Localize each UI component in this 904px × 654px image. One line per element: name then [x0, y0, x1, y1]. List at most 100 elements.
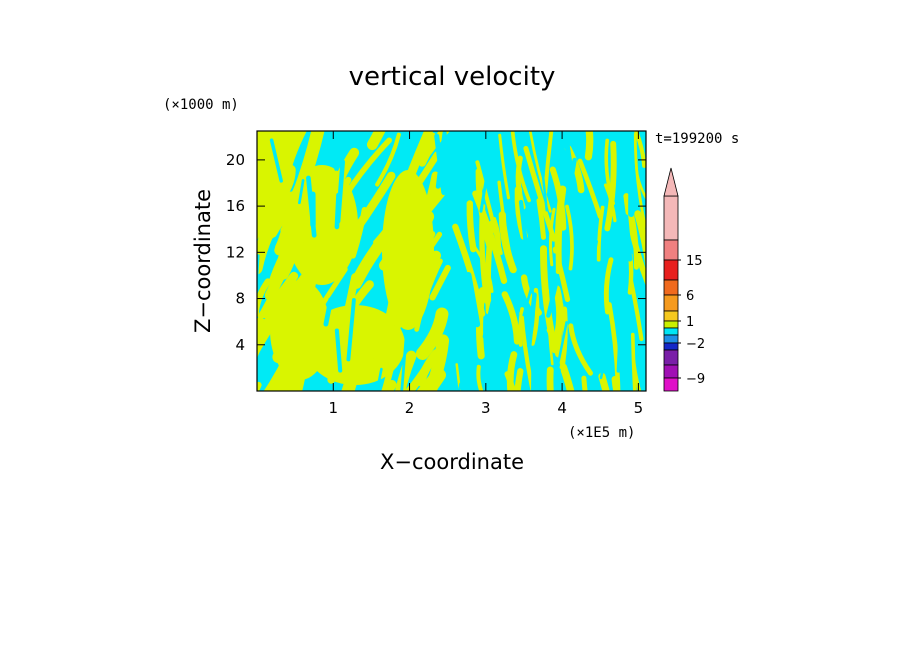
field-gap	[518, 199, 530, 257]
field-streak	[341, 137, 392, 201]
y-tick-label: 4	[235, 336, 245, 354]
field-streak	[379, 187, 446, 271]
field-streak	[257, 278, 271, 317]
colorbar-swatch	[663, 310, 679, 322]
field-gap	[323, 297, 334, 327]
y-tick-label: 8	[235, 290, 245, 308]
field-streak	[519, 311, 535, 391]
field-streak	[395, 350, 417, 391]
colorbar-swatch	[663, 377, 679, 392]
field-gap	[546, 283, 558, 318]
field-gap	[618, 169, 625, 200]
field-gap	[269, 138, 283, 183]
field-streak	[293, 269, 319, 339]
field-streak	[271, 207, 295, 238]
field-streak	[604, 140, 617, 232]
colorbar-swatch	[663, 349, 679, 366]
field-streak	[466, 200, 477, 253]
field-streak	[257, 282, 301, 357]
x-tick-label: 4	[557, 399, 567, 417]
field-streak	[634, 210, 646, 271]
field-streak	[257, 317, 266, 344]
field-gap	[599, 337, 611, 380]
field-streak	[476, 364, 484, 391]
colorbar-swatch	[663, 239, 679, 261]
field-streak	[581, 375, 588, 391]
field-gap	[623, 214, 633, 262]
plot-area	[257, 131, 646, 391]
field-streak	[546, 366, 554, 391]
colorbar-label: 1	[686, 315, 694, 330]
field-streak	[260, 271, 299, 319]
x-tick-label: 2	[405, 399, 415, 417]
field-streak	[279, 363, 303, 391]
colorbar: 15 6 1 −2 −9	[663, 167, 705, 392]
field-gap	[571, 259, 582, 319]
field-gap	[483, 327, 494, 387]
field-streak	[634, 159, 646, 201]
field-streak	[257, 155, 271, 178]
field-streak	[341, 319, 369, 391]
field-streak	[427, 377, 440, 391]
field-gap	[463, 359, 472, 391]
field-streak	[475, 160, 503, 256]
field-streak	[504, 371, 517, 391]
field-streak	[416, 349, 441, 387]
colorbar-swatch	[663, 294, 679, 312]
y-tick-label: 16	[226, 197, 245, 215]
colorbar-swatch	[663, 327, 679, 336]
field-streak	[501, 291, 521, 345]
field-streak	[603, 257, 614, 315]
field-gap	[375, 367, 383, 391]
field-gap	[257, 254, 260, 299]
colorbar-label: −9	[686, 372, 705, 387]
field-gap	[585, 239, 598, 297]
x-axis-label: X−coordinate	[380, 450, 524, 474]
field-streak	[416, 368, 439, 391]
y-tick-label: 20	[226, 151, 245, 169]
y-axis: 4 8 12 16 20	[226, 151, 646, 354]
colorbar-swatch	[663, 364, 679, 379]
time-label: t=199200 s	[655, 131, 739, 147]
field-streak	[479, 203, 490, 305]
field-streak	[381, 354, 397, 391]
field-gap	[522, 282, 534, 317]
colorbar-swatch	[663, 259, 679, 281]
x-unit-label: (×1E5 m)	[568, 425, 635, 441]
x-tick-label: 1	[329, 399, 339, 417]
field-streak	[274, 191, 310, 255]
x-axis: 1 2 3 4 5	[329, 131, 644, 417]
colorbar-swatch	[663, 320, 679, 329]
field-gap	[556, 380, 562, 391]
field-streak	[387, 250, 441, 337]
field-streak	[257, 381, 262, 391]
field-streak	[344, 171, 396, 244]
field-streak	[598, 372, 610, 391]
y-axis-label: Z−coordinate	[191, 189, 215, 333]
field-streak	[629, 279, 644, 342]
field-streak	[528, 131, 552, 213]
field-streak	[523, 145, 557, 242]
field-streak	[417, 131, 451, 165]
field-gap	[482, 300, 496, 340]
field-streak	[472, 190, 508, 284]
x-tick-label: 5	[634, 399, 644, 417]
field-streak	[415, 307, 449, 361]
colorbar-label: 15	[686, 254, 703, 269]
field-streak	[540, 245, 559, 354]
colorbar-swatch	[663, 342, 679, 351]
field-streak	[382, 379, 397, 391]
field-streak	[411, 231, 443, 282]
field-streak	[514, 368, 524, 391]
y-tick-label: 12	[226, 243, 245, 261]
velocity-field	[257, 131, 646, 391]
field-streak	[373, 289, 401, 364]
field-gap	[326, 143, 337, 171]
x-tick-label: 3	[481, 399, 491, 417]
chart-title: vertical velocity	[349, 62, 556, 92]
field-streak	[543, 131, 554, 195]
field-gap	[479, 156, 492, 213]
colorbar-swatch	[663, 279, 679, 296]
field-streak	[366, 131, 386, 151]
